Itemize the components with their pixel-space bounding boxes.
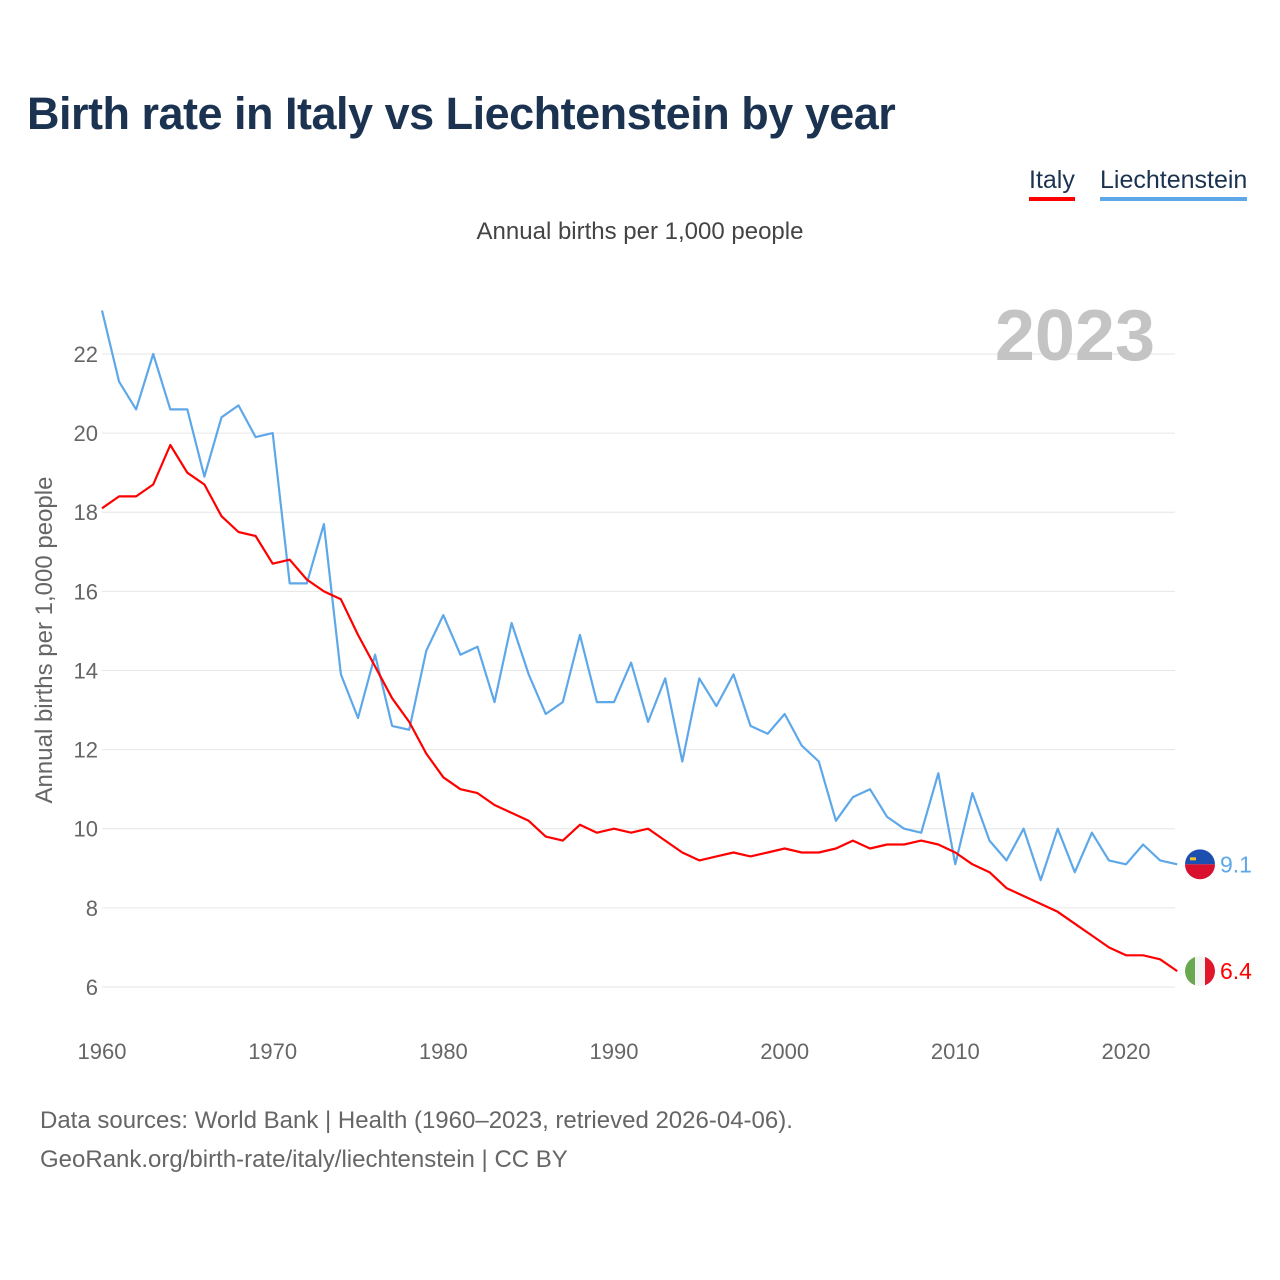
y-tick-label: 10 [74, 817, 98, 842]
legend-item-italy[interactable]: Italy [1029, 166, 1075, 201]
series-line-liechtenstein [100, 310, 1178, 882]
x-tick-label: 2010 [931, 1039, 980, 1064]
liechtenstein-flag-icon [1185, 849, 1215, 880]
end-value-label: 6.4 [1220, 958, 1252, 984]
y-tick-label: 22 [74, 342, 98, 367]
x-tick-label: 2020 [1102, 1039, 1151, 1064]
x-tick-label: 1960 [78, 1039, 127, 1064]
series-line-italy [101, 443, 1178, 973]
y-tick-label: 16 [74, 579, 98, 604]
x-tick-label: 1970 [248, 1039, 297, 1064]
y-tick-label: 18 [74, 500, 98, 525]
x-tick-label: 2000 [760, 1039, 809, 1064]
legend-item-liechtenstein[interactable]: Liechtenstein [1100, 166, 1248, 201]
x-tick-label: 1980 [419, 1039, 468, 1064]
chart-subtitle: Annual births per 1,000 people [476, 218, 804, 245]
x-tick-label: 1990 [590, 1039, 639, 1064]
y-axis-label: Annual births per 1,000 people [31, 477, 58, 804]
y-tick-label: 12 [74, 738, 98, 763]
italy-flag-icon [1185, 956, 1215, 987]
y-tick-label: 20 [74, 421, 98, 446]
y-tick-label: 6 [86, 975, 98, 1000]
data-source-text: Data sources: World Bank | Health (1960–… [40, 1107, 793, 1134]
chart-title: Birth rate in Italy vs Liechtenstein by … [27, 88, 896, 139]
end-value-label: 9.1 [1220, 851, 1252, 877]
attribution-link[interactable]: GeoRank.org/birth-rate/italy/liechtenste… [40, 1146, 568, 1173]
year-label: 2023 [995, 296, 1155, 376]
y-tick-label: 8 [86, 896, 98, 921]
y-tick-label: 14 [74, 658, 98, 683]
